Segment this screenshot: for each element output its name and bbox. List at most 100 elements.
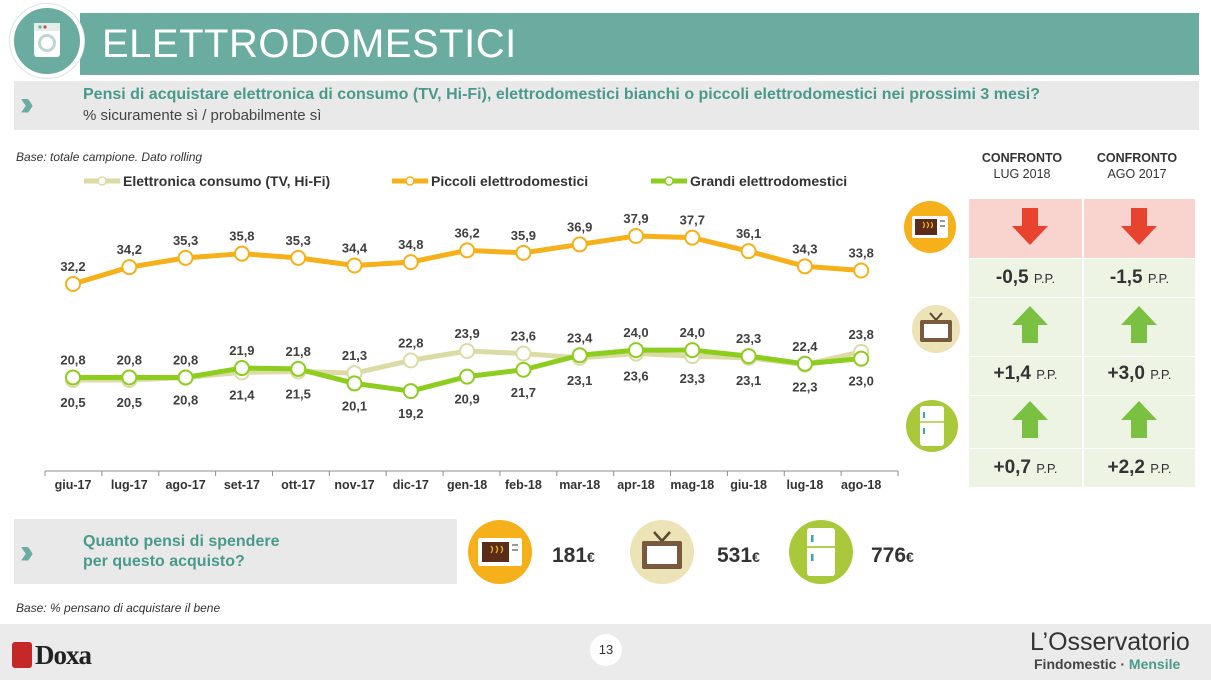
- data-point: [290, 249, 307, 266]
- data-label: 21,3: [342, 348, 367, 363]
- chevron-right-icon: ›››: [20, 85, 34, 123]
- arrow-up-icon: [1121, 401, 1157, 438]
- data-label: 23,8: [849, 327, 874, 342]
- data-label: 23,6: [511, 329, 536, 344]
- legend-marker: [664, 176, 674, 186]
- comparison-table: -0,5 P.P. -1,5 P.P. +1,4 P.P. +3,0 P.P. …: [969, 199, 1195, 487]
- comparison-header-1: CONFRONTO LUG 2018: [981, 151, 1063, 181]
- data-point: [515, 244, 532, 261]
- arrow-up-icon: [1012, 306, 1048, 343]
- legend-label: Piccoli elettrodomestici: [431, 173, 588, 189]
- base-note: Base: totale campione. Dato rolling: [16, 150, 203, 164]
- comparison-arrows: [1012, 208, 1157, 438]
- data-point: [177, 249, 194, 266]
- x-tick-label: set-17: [224, 478, 260, 492]
- data-point: [177, 369, 194, 386]
- chevron-right-icon: ›››: [20, 533, 34, 571]
- base-note-2: Base: % pensano di acquistare il bene: [16, 601, 221, 615]
- arrow-down-icon: [1121, 208, 1157, 245]
- data-label: 35,9: [511, 228, 536, 243]
- data-point: [628, 228, 644, 244]
- data-point: [65, 276, 81, 292]
- data-label: 35,3: [286, 233, 311, 248]
- data-label: 36,2: [454, 225, 479, 240]
- data-label: 23,9: [454, 326, 479, 341]
- data-label: 21,7: [511, 385, 536, 400]
- header-bar: [80, 13, 1199, 75]
- data-point: [346, 257, 363, 274]
- data-point: [684, 229, 701, 246]
- legend-marker: [405, 176, 415, 186]
- x-tick-label: mar-18: [559, 478, 600, 492]
- arrow-up-icon: [1121, 306, 1157, 343]
- arrow-up-icon: [1012, 401, 1048, 438]
- data-label: 24,0: [623, 325, 648, 340]
- comparison-value: -0,5 P.P.: [995, 267, 1056, 288]
- data-point: [290, 360, 307, 377]
- data-point: [459, 242, 476, 259]
- spend-value-small-appliances: 181€: [552, 544, 595, 567]
- doxa-logo-mark: [12, 642, 32, 668]
- data-label: 20,5: [60, 395, 85, 410]
- legend-label: Elettronica consumo (TV, Hi-Fi): [123, 173, 330, 189]
- data-label: 23,4: [567, 330, 593, 345]
- line-chart: Elettronica consumo (TV, Hi-Fi) Piccoli e…: [44, 173, 899, 492]
- data-label: 23,6: [623, 369, 648, 384]
- page-number: 13: [590, 634, 622, 666]
- comparison-value: +3,0 P.P.: [1107, 363, 1172, 384]
- tv-icon: [630, 520, 694, 584]
- data-label: 24,0: [680, 325, 705, 340]
- data-label: 35,8: [229, 229, 254, 244]
- data-point: [853, 350, 870, 367]
- data-label: 21,8: [286, 344, 311, 359]
- data-point: [796, 355, 813, 372]
- spend-value-large-appliances: 776€: [871, 544, 914, 567]
- data-point: [121, 369, 138, 386]
- data-point: [571, 347, 588, 364]
- spend-band: [14, 519, 457, 584]
- data-point: [571, 236, 588, 253]
- spend-question: Quanto pensi di spendere per questo acqui…: [83, 533, 280, 570]
- data-point: [121, 259, 138, 276]
- data-point: [346, 375, 363, 392]
- data-label: 20,8: [173, 352, 198, 367]
- osservatorio-logo-title: L’Osservatorio: [1030, 628, 1190, 656]
- x-tick-label: feb-18: [505, 478, 542, 492]
- x-tick-label: apr-18: [617, 478, 655, 492]
- x-tick-label: ago-18: [841, 478, 881, 492]
- data-label: 22,8: [398, 335, 423, 350]
- arrow-down-icon: [1012, 208, 1048, 245]
- data-label: 20,9: [454, 392, 479, 407]
- data-label: 34,4: [342, 240, 368, 255]
- data-label: 19,2: [398, 406, 423, 421]
- x-tick-label: lug-18: [786, 478, 823, 492]
- data-label: 23,1: [567, 373, 592, 388]
- data-label: 36,9: [567, 219, 592, 234]
- data-label: 35,3: [173, 233, 198, 248]
- category-icons: [904, 201, 960, 452]
- x-tick-label: dic-17: [393, 478, 429, 492]
- data-label: 20,5: [117, 395, 142, 410]
- data-label: 37,7: [680, 213, 705, 228]
- spend-icons: [468, 520, 694, 584]
- data-label: 23,3: [736, 331, 761, 346]
- chart-x-axis: giu-17 lug-17 ago-17 set-17 ott-17 nov-17 dic-…: [44, 470, 899, 492]
- data-point: [402, 254, 419, 271]
- fridge-icon: [906, 400, 958, 452]
- data-label: 32,2: [60, 259, 85, 274]
- data-point: [402, 383, 419, 400]
- data-label: 36,1: [736, 226, 761, 241]
- data-label: 34,2: [117, 242, 142, 257]
- x-tick-label: ott-17: [281, 478, 315, 492]
- data-label: 21,5: [286, 386, 311, 401]
- data-point: [459, 343, 476, 359]
- microwave-icon: [904, 201, 956, 253]
- chart-series: 32,2 34,2 35,3 35,8 35,3 34,4 34,8 36,2 35,9 36,9…: [60, 211, 874, 421]
- data-label: 22,4: [792, 339, 818, 354]
- comparison-value: +0,7 P.P.: [993, 457, 1058, 478]
- x-tick-label: giu-18: [730, 478, 767, 492]
- x-tick-label: giu-17: [55, 478, 92, 492]
- comparison-value: +2,2 P.P.: [1107, 457, 1172, 478]
- data-point: [233, 245, 250, 262]
- data-point: [628, 342, 644, 359]
